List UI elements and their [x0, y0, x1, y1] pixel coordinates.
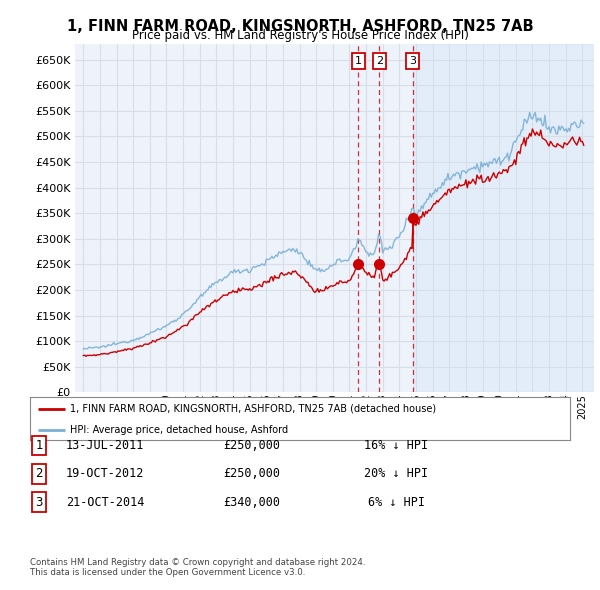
Text: £250,000: £250,000 [223, 439, 281, 452]
Text: £250,000: £250,000 [223, 467, 281, 480]
Text: 13-JUL-2011: 13-JUL-2011 [66, 439, 144, 452]
Text: 1, FINN FARM ROAD, KINGSNORTH, ASHFORD, TN25 7AB (detached house): 1, FINN FARM ROAD, KINGSNORTH, ASHFORD, … [71, 404, 437, 414]
Text: 20% ↓ HPI: 20% ↓ HPI [364, 467, 428, 480]
Text: 3: 3 [409, 55, 416, 65]
Text: 2: 2 [35, 467, 43, 480]
Text: HPI: Average price, detached house, Ashford: HPI: Average price, detached house, Ashf… [71, 425, 289, 435]
Text: 1: 1 [355, 55, 362, 65]
Text: 2: 2 [376, 55, 383, 65]
Text: 6% ↓ HPI: 6% ↓ HPI [367, 496, 425, 509]
Text: 21-OCT-2014: 21-OCT-2014 [66, 496, 144, 509]
Text: £340,000: £340,000 [223, 496, 281, 509]
Text: 1, FINN FARM ROAD, KINGSNORTH, ASHFORD, TN25 7AB: 1, FINN FARM ROAD, KINGSNORTH, ASHFORD, … [67, 19, 533, 34]
Text: 1: 1 [35, 439, 43, 452]
Text: 3: 3 [35, 496, 43, 509]
Text: Price paid vs. HM Land Registry's House Price Index (HPI): Price paid vs. HM Land Registry's House … [131, 30, 469, 42]
Text: 16% ↓ HPI: 16% ↓ HPI [364, 439, 428, 452]
Bar [413, 44, 594, 392]
Text: 19-OCT-2012: 19-OCT-2012 [66, 467, 144, 480]
Text: Contains HM Land Registry data © Crown copyright and database right 2024.
This d: Contains HM Land Registry data © Crown c… [30, 558, 365, 577]
